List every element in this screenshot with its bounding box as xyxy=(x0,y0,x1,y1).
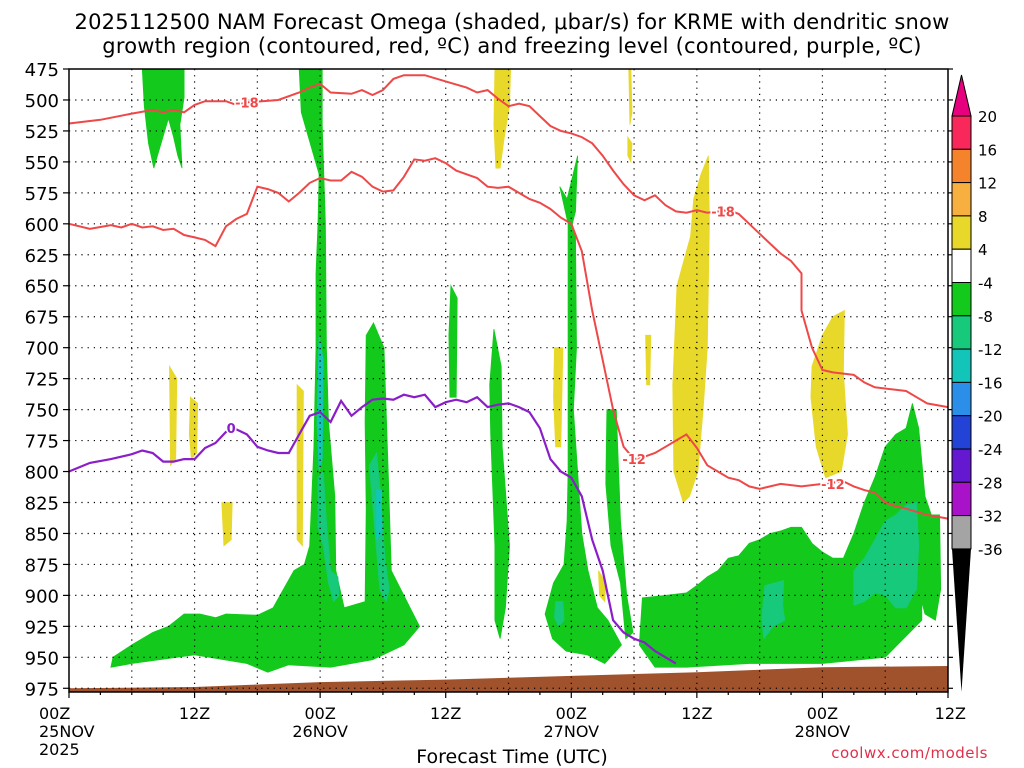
y-tick-label-525: 525 xyxy=(25,122,59,143)
dgz-line-1 xyxy=(68,74,949,409)
omega-region-12 xyxy=(554,601,565,628)
omega-region-15 xyxy=(493,69,512,169)
x-tick-label-6: 00Z xyxy=(807,704,838,723)
colorbar-label-3: 12 xyxy=(978,175,997,193)
x-tick-label-5: 12Z xyxy=(681,704,712,723)
omega-region-1 xyxy=(141,69,185,169)
y-tick-label-675: 675 xyxy=(25,308,59,329)
omega-region-7 xyxy=(638,403,942,668)
y-tick-label-625: 625 xyxy=(25,246,59,267)
colorbar-label-13: -32 xyxy=(978,508,1003,526)
colorbar-segment-12 xyxy=(951,481,972,517)
colorbar-label-5: 4 xyxy=(978,241,988,259)
y-tick-label-700: 700 xyxy=(25,339,59,360)
freezing-level-line xyxy=(68,393,677,665)
omega-region-17 xyxy=(627,135,633,164)
x-date-label-0: 25NOV xyxy=(39,722,95,741)
colorbar-label-12: -28 xyxy=(978,474,1003,492)
y-tick-label-650: 650 xyxy=(25,277,59,298)
x-tick-label-3: 12Z xyxy=(430,704,461,723)
chart-title-line-2: growth region (contoured, red, ºC) and f… xyxy=(102,34,922,58)
freezing-level-label: 0 xyxy=(227,422,236,437)
dgz-label-2-1: -12 xyxy=(622,453,646,468)
omega-region-22 xyxy=(296,383,304,547)
colorbar-bottom-arrow xyxy=(952,548,971,692)
colorbar-label-9: -16 xyxy=(978,374,1003,392)
colorbar-segment-9 xyxy=(951,381,972,417)
x-tick-label-7: 12Z xyxy=(935,704,966,723)
y-tick-label-950: 950 xyxy=(25,648,59,669)
x-year-label-0: 2025 xyxy=(39,740,80,759)
colorbar-label-11: -24 xyxy=(978,441,1003,459)
colorbar-segment-1 xyxy=(951,115,972,150)
y-tick-label-775: 775 xyxy=(25,432,59,453)
omega-region-23 xyxy=(553,347,564,448)
y-tick-label-975: 975 xyxy=(25,679,59,700)
colorbar-label-14: -36 xyxy=(978,541,1003,559)
dgz-label-1-1: -18 xyxy=(235,96,259,111)
omega-region-4 xyxy=(489,329,510,639)
y-tick-label-500: 500 xyxy=(25,91,59,112)
y-tick-label-900: 900 xyxy=(25,586,59,607)
x-tick-label-4: 00Z xyxy=(556,704,587,723)
colorbar-label-8: -12 xyxy=(978,341,1003,359)
omega-region-26 xyxy=(810,309,848,479)
x-tick-label-0: 00Z xyxy=(39,704,70,723)
dgz-label-1-2: -18 xyxy=(711,205,735,220)
colorbar-segment-13 xyxy=(951,515,972,550)
omega-region-3 xyxy=(448,284,458,398)
colorbar-segment-5 xyxy=(951,248,972,283)
colorbar-segment-4 xyxy=(951,215,972,250)
y-tick-label-575: 575 xyxy=(25,184,59,205)
omega-region-8 xyxy=(317,470,340,603)
colorbar-segment-6 xyxy=(951,282,972,317)
omega-region-13 xyxy=(316,335,324,472)
y-tick-label-750: 750 xyxy=(25,401,59,422)
x-axis-label: Forecast Time (UTC) xyxy=(416,746,608,768)
y-tick-label-850: 850 xyxy=(25,524,59,545)
x-date-label-4: 27NOV xyxy=(543,722,599,741)
dgz-line-2 xyxy=(68,157,949,520)
colorbar-top-arrow xyxy=(951,74,972,117)
y-tick-label-600: 600 xyxy=(25,215,59,236)
omega-region-10 xyxy=(853,501,920,609)
colorbar-segment-2 xyxy=(951,148,972,184)
colorbar-segment-3 xyxy=(951,182,972,217)
y-tick-label-475: 475 xyxy=(25,60,59,81)
omega-region-14 xyxy=(376,489,383,542)
y-tick-label-725: 725 xyxy=(25,370,59,391)
y-tick-label-875: 875 xyxy=(25,555,59,576)
colorbar-label-6: -4 xyxy=(978,275,993,293)
omega-region-20 xyxy=(188,396,199,461)
omega-region-2 xyxy=(110,69,421,673)
omega-region-19 xyxy=(169,364,178,467)
chart-title-line-1: 2025112500 NAM Forecast Omega (shaded, μ… xyxy=(74,10,950,34)
x-tick-label-1: 12Z xyxy=(179,704,210,723)
colorbar-segment-7 xyxy=(951,315,972,350)
dgz-label-2-2: -12 xyxy=(821,478,845,493)
y-tick-label-825: 825 xyxy=(25,493,59,514)
x-date-label-2: 26NOV xyxy=(292,722,348,741)
colorbar-label-10: -20 xyxy=(978,408,1003,426)
y-tick-label-800: 800 xyxy=(25,463,59,484)
y-tick-label-925: 925 xyxy=(25,617,59,638)
colorbar-label-4: 8 xyxy=(978,208,988,226)
colorbar-label-1: 20 xyxy=(978,108,997,126)
colorbar-label-7: -8 xyxy=(978,308,993,326)
omega-region-18 xyxy=(672,155,710,504)
omega-region-11 xyxy=(761,579,786,640)
colorbar-segment-11 xyxy=(951,448,972,483)
colorbar-segment-8 xyxy=(951,348,972,383)
colorbar-segment-10 xyxy=(951,415,972,450)
terrain-fill xyxy=(69,666,948,692)
colorbar-label-2: 16 xyxy=(978,141,997,159)
credit-text: coolwx.com/models xyxy=(831,744,988,762)
omega-region-24 xyxy=(645,334,652,386)
x-date-label-6: 28NOV xyxy=(795,722,851,741)
x-tick-label-2: 00Z xyxy=(304,704,335,723)
omega-region-21 xyxy=(221,502,233,547)
omega-region-16 xyxy=(628,69,633,125)
y-tick-label-550: 550 xyxy=(25,153,59,174)
